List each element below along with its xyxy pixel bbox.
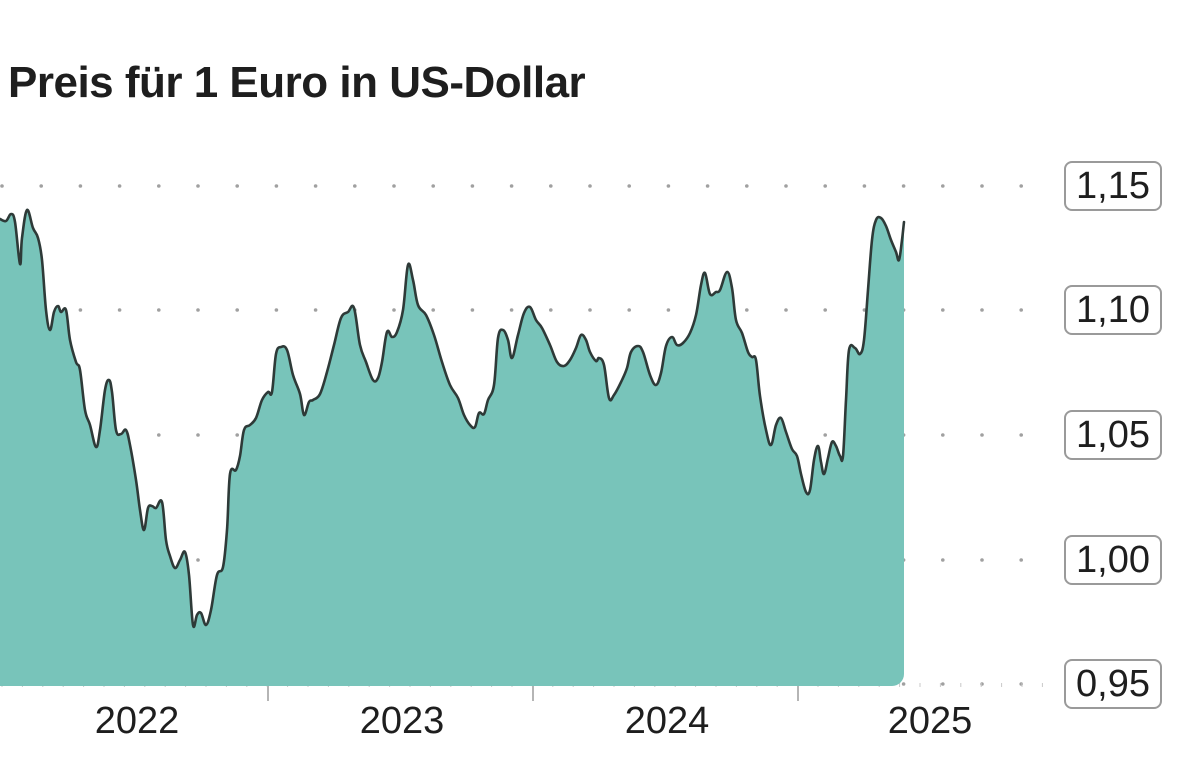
y-tick-label: 0,95 bbox=[1064, 659, 1162, 709]
area-fill bbox=[0, 209, 904, 686]
y-tick-label: 1,10 bbox=[1064, 285, 1162, 335]
price-line bbox=[0, 208, 906, 629]
y-tick-label: 1,15 bbox=[1064, 161, 1162, 211]
x-tick-label: 2022 bbox=[94, 700, 180, 742]
x-tick-label: 2024 bbox=[624, 700, 710, 742]
chart-title: Preis für 1 Euro in US-Dollar bbox=[8, 58, 586, 107]
y-tick-label: 1,05 bbox=[1064, 410, 1162, 460]
x-tick-label: 2023 bbox=[359, 700, 445, 742]
year-separators bbox=[267, 684, 799, 701]
x-tick-label: 2025 bbox=[887, 700, 973, 742]
y-tick-label: 1,00 bbox=[1064, 535, 1162, 585]
